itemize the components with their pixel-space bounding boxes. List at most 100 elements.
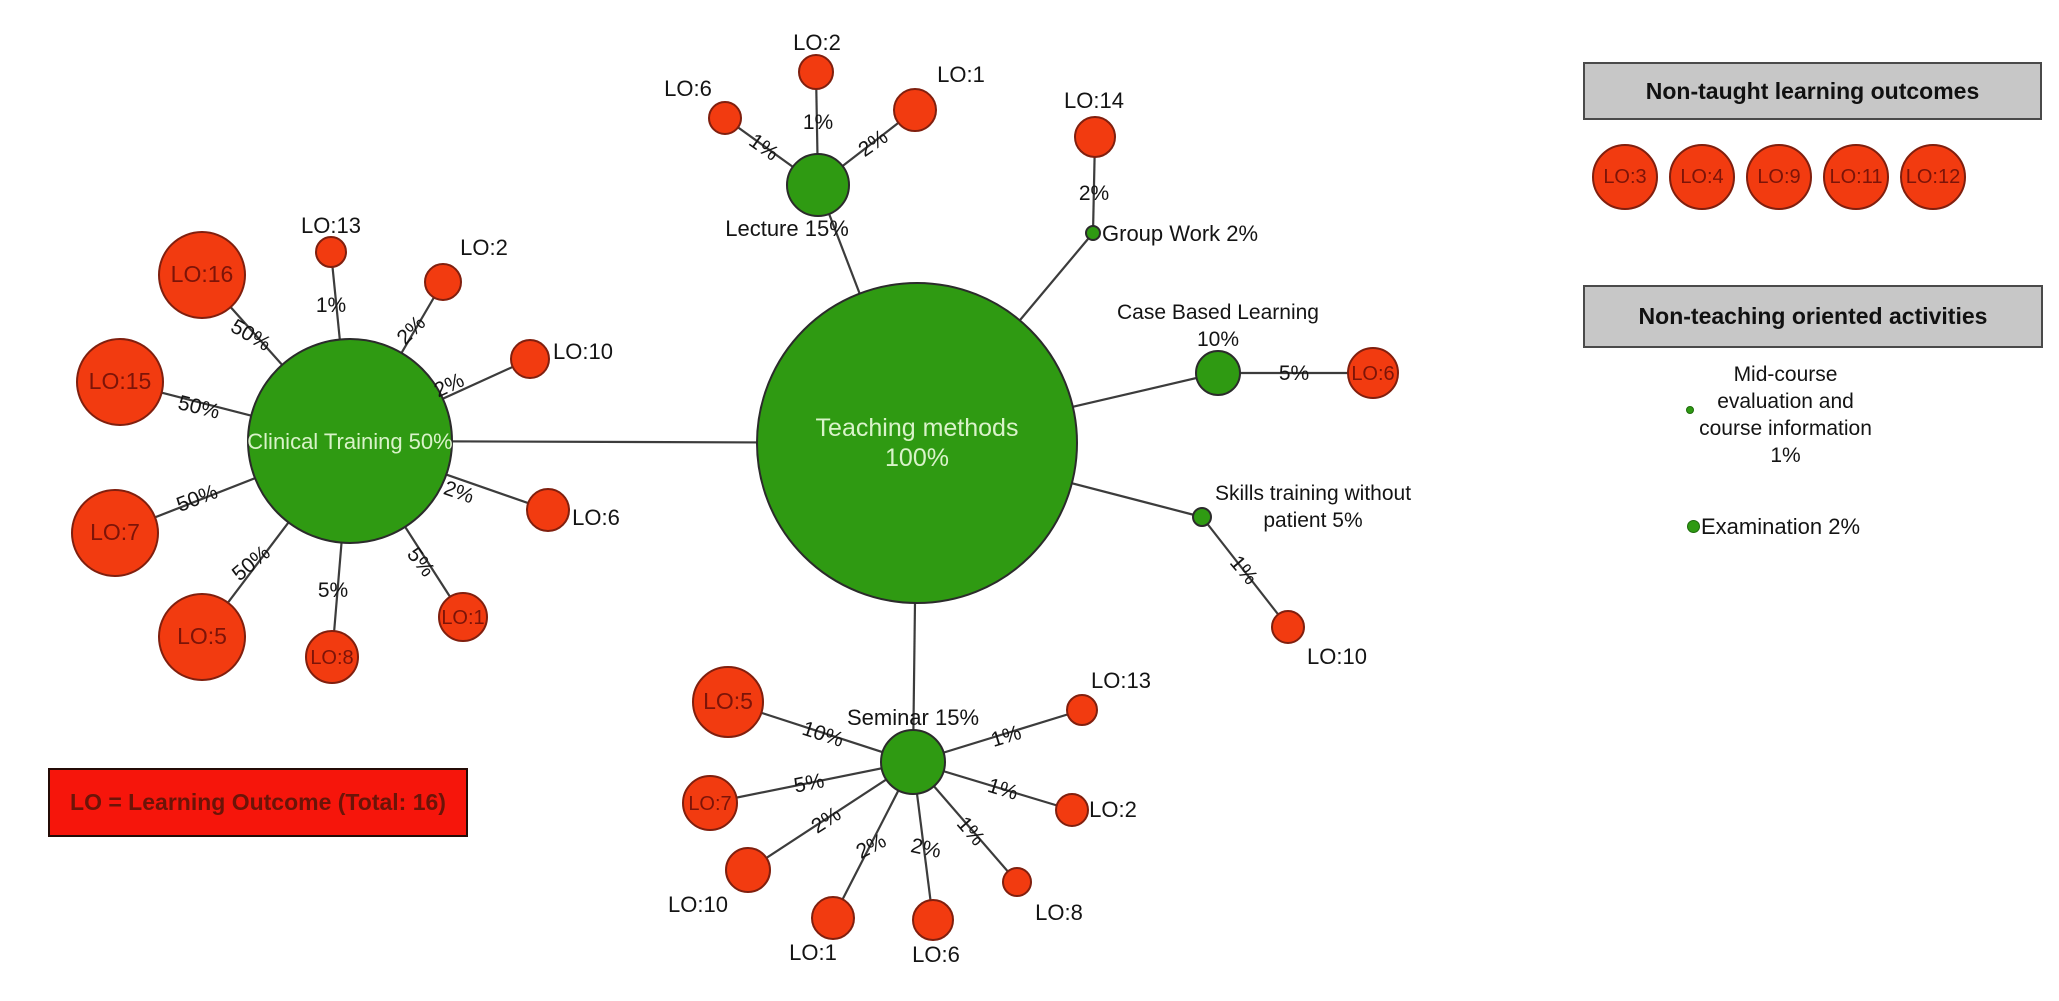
hub-label-skills: patient 5%	[1263, 509, 1362, 532]
non-taught-outcome-lo4: LO:4	[1669, 144, 1735, 210]
edge-label-lec-lo6: 1%	[745, 129, 783, 165]
edge-label-cli-lo6: 2%	[441, 477, 477, 509]
edge-label-cli-lo7: 50%	[173, 480, 220, 517]
hub-label-teaching: 100%	[885, 444, 949, 472]
outcome-skl-lo10	[1271, 610, 1305, 644]
outcome-label-cli-lo16: LO:16	[171, 261, 234, 287]
outcome-cli-lo5	[158, 593, 246, 681]
non-taught-outcome-lo9: LO:9	[1746, 144, 1812, 210]
outcome-label-cli-lo6: LO:6	[572, 505, 620, 530]
outcome-cli-lo16	[158, 231, 246, 319]
edge-label-sem-lo6: 2%	[909, 834, 943, 863]
examination-dot-icon	[1687, 520, 1700, 533]
outcome-sem-lo10	[725, 847, 771, 893]
outcome-label-lec-lo2: LO:2	[793, 30, 841, 55]
edge-label-cli-lo13: 1%	[316, 294, 346, 317]
edge-label-sem-lo1: 2%	[852, 829, 890, 864]
outcome-label-cli-lo13: LO:13	[301, 213, 361, 238]
outcome-sem-lo8	[1002, 867, 1032, 897]
lo-definition-text: LO = Learning Outcome (Total: 16)	[70, 789, 446, 815]
non-taught-outcome-lo11: LO:11	[1823, 144, 1889, 210]
edge-label-lec-lo2: 1%	[803, 111, 833, 134]
hub-label-case: 10%	[1197, 328, 1239, 351]
non-teaching-header: Non-teaching oriented activities	[1583, 285, 2043, 348]
outcome-label-cli-lo15: LO:15	[89, 368, 152, 394]
outcome-label-cli-lo7: LO:7	[90, 519, 140, 545]
outcome-label-grp-lo14: LO:14	[1064, 88, 1124, 113]
outcome-label-cli-lo2: LO:2	[460, 235, 508, 260]
outcome-cli-lo6	[526, 488, 570, 532]
edge-label-cli-lo5: 50%	[228, 541, 275, 586]
hub-case	[1195, 350, 1241, 396]
outcome-label-cli-lo1: LO:1	[441, 607, 484, 629]
edge-label-cli-lo8: 5%	[318, 579, 348, 602]
outcome-cli-lo7	[71, 489, 159, 577]
outcome-sem-lo1	[811, 896, 855, 940]
outcome-label-sem-lo7: LO:7	[688, 793, 731, 815]
outcome-lec-lo6	[708, 101, 742, 135]
hub-teaching	[756, 282, 1078, 604]
examination-note: Examination 2%	[1701, 513, 1860, 540]
edge-label-skl-lo10: 1%	[1225, 551, 1262, 589]
outcome-sem-lo2	[1055, 793, 1089, 827]
edge-label-cli-lo2: 2%	[392, 311, 430, 349]
hub-label-lecture: Lecture 15%	[725, 216, 849, 241]
non-taught-outcomes-row: LO:3 LO:4 LO:9 LO:11 LO:12	[1592, 144, 1966, 210]
outcome-label-cli-lo8: LO:8	[310, 647, 353, 669]
outcome-sem-lo5	[692, 666, 764, 738]
outcome-lec-lo2	[798, 54, 834, 90]
outcome-label-cli-lo10: LO:10	[553, 339, 613, 364]
outcome-cli-lo15	[76, 338, 164, 426]
edge-label-sem-lo2: 1%	[985, 774, 1021, 805]
edge-label-cli-lo1: 5%	[402, 543, 439, 581]
edge-label-grp-lo14: 2%	[1079, 182, 1109, 205]
outcome-label-skl-lo10: LO:10	[1307, 644, 1367, 669]
non-teaching-header-label: Non-teaching oriented activities	[1638, 303, 1988, 329]
edge-label-sem-lo10: 2%	[807, 803, 845, 839]
non-taught-outcome-lo12: LO:12	[1900, 144, 1966, 210]
outcome-cli-lo8	[305, 630, 359, 684]
hub-groupwork	[1085, 225, 1101, 241]
outcome-label-sem-lo2: LO:2	[1089, 797, 1137, 822]
outcome-sem-lo6	[912, 899, 954, 941]
hub-label-teaching: Teaching methods	[816, 414, 1019, 442]
edge-label-sem-lo5: 10%	[799, 717, 846, 752]
hub-label-skills: Skills training without	[1215, 482, 1411, 505]
hub-label-seminar: Seminar 15%	[847, 705, 979, 730]
midcourse-note-label: Mid-course evaluation and course informa…	[1699, 363, 1872, 440]
outcome-label-sem-lo5: LO:5	[703, 688, 753, 714]
outcome-label-sem-lo10: LO:10	[668, 892, 728, 917]
midcourse-note-pct: 1%	[1770, 444, 1801, 467]
outcome-cbl-lo6	[1347, 347, 1399, 399]
outcome-label-lec-lo1: LO:1	[937, 62, 985, 87]
edge-label-cli-lo15: 50%	[176, 391, 222, 423]
outcome-sem-lo7	[682, 775, 738, 831]
outcome-grp-lo14	[1074, 116, 1116, 158]
edge-seminar-sem-lo7	[709, 760, 914, 805]
outcome-cli-lo2	[424, 263, 462, 301]
outcome-cli-lo10	[510, 339, 550, 379]
outcome-sem-lo13	[1066, 694, 1098, 726]
edge-label-cbl-lo6: 5%	[1279, 362, 1309, 385]
midcourse-dot-icon	[1686, 406, 1694, 414]
hub-clinical	[247, 338, 453, 544]
non-taught-outcome-lo3: LO:3	[1592, 144, 1658, 210]
non-taught-header: Non-taught learning outcomes	[1583, 62, 2042, 120]
outcome-label-lec-lo6: LO:6	[664, 76, 712, 101]
hub-label-clinical: Clinical Training 50%	[247, 429, 452, 454]
outcome-label-sem-lo1: LO:1	[789, 940, 837, 965]
outcome-label-cli-lo5: LO:5	[177, 623, 227, 649]
outcome-label-sem-lo6: LO:6	[912, 942, 960, 967]
hub-label-case: Case Based Learning	[1117, 301, 1319, 324]
edge-label-sem-lo13: 1%	[988, 721, 1024, 752]
edge-skills-skl-lo10	[1201, 516, 1289, 628]
lo-definition-legend: LO = Learning Outcome (Total: 16)	[48, 768, 468, 837]
outcome-cli-lo1	[438, 592, 488, 642]
outcome-label-cbl-lo6: LO:6	[1351, 363, 1394, 385]
non-taught-header-label: Non-taught learning outcomes	[1645, 77, 1980, 104]
examination-note-pct: 2%	[1828, 514, 1860, 539]
examination-note-label: Examination	[1701, 514, 1823, 539]
outcome-lec-lo1	[893, 88, 937, 132]
